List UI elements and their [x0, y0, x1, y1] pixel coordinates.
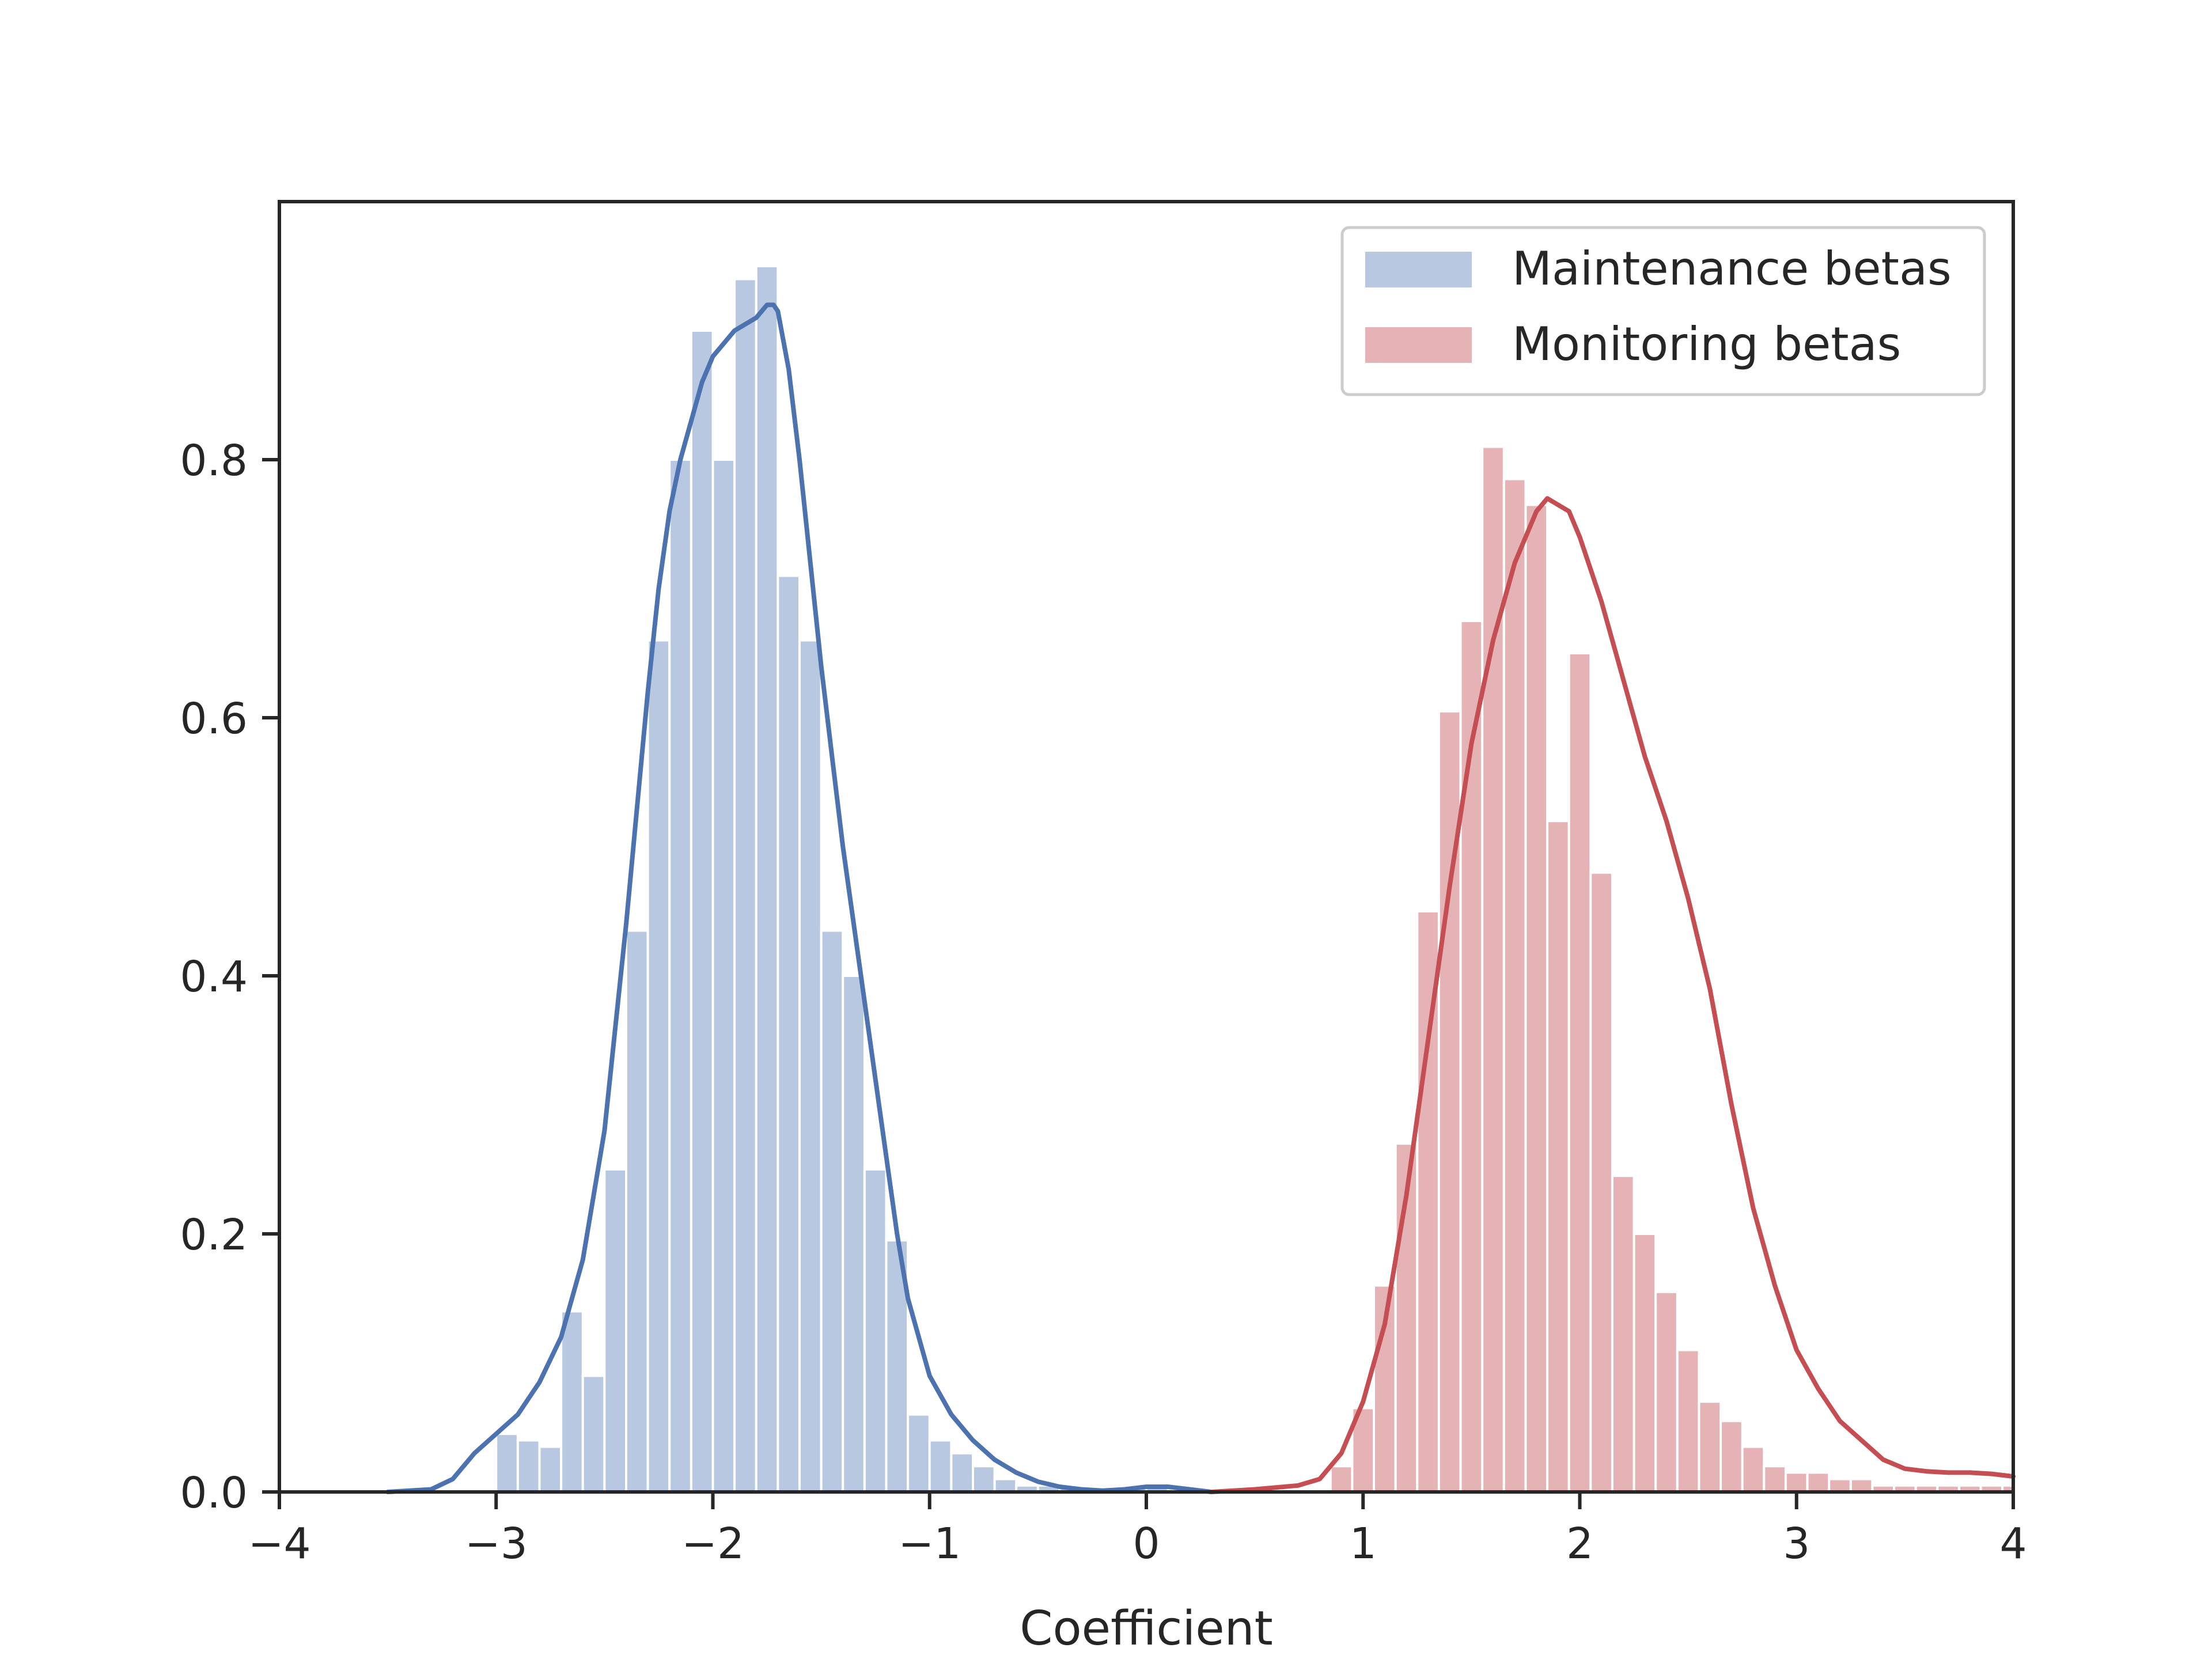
histogram-bar-monitoring [1481, 445, 1505, 1493]
histogram-bar-maintenance [820, 929, 844, 1493]
histogram-bar-maintenance [668, 459, 692, 1493]
histogram-bar-maintenance [581, 1374, 606, 1493]
histogram-bar-maintenance [733, 278, 757, 1494]
histogram-bar-monitoring [1676, 1349, 1700, 1494]
histogram-bar-monitoring [1698, 1400, 1722, 1493]
histogram-bar-monitoring [1828, 1478, 1852, 1494]
histogram-bar-maintenance [603, 1168, 627, 1493]
histogram-bar-maintenance [798, 639, 823, 1493]
y-tick-label: 0.6 [180, 694, 248, 744]
histogram-bar-monitoring [1546, 820, 1570, 1493]
histogram-bar-maintenance [777, 574, 801, 1493]
histogram-bar-monitoring [1654, 1290, 1679, 1494]
x-tick-label: 0 [1132, 1519, 1160, 1569]
x-tick-label: −3 [465, 1519, 528, 1569]
histogram-bar-maintenance [863, 1168, 888, 1493]
histogram-bar-maintenance [516, 1439, 541, 1493]
legend-label-monitoring: Monitoring betas [1512, 317, 1901, 371]
y-tick-label: 0.0 [180, 1468, 248, 1518]
x-axis: −4 −3 −2 −1 0 1 2 3 4 [248, 1492, 2027, 1569]
histogram-bar-monitoring [1784, 1471, 1809, 1493]
histogram-bar-maintenance [755, 265, 779, 1493]
x-tick-label: 1 [1350, 1519, 1377, 1569]
legend-label-maintenance: Maintenance betas [1512, 242, 1952, 296]
kde-line-monitoring [1209, 496, 2016, 1494]
histogram-bar-monitoring [1763, 1465, 1787, 1493]
x-tick-label: 2 [1566, 1519, 1593, 1569]
histogram-bar-monitoring [1741, 1445, 1766, 1494]
histogram-bar-monitoring [1416, 910, 1440, 1493]
x-tick-label: −4 [248, 1519, 310, 1569]
histogram-bar-maintenance [993, 1478, 1018, 1494]
legend-swatch-monitoring [1365, 327, 1472, 363]
histogram-bar-maintenance [495, 1433, 519, 1493]
histogram-bar-maintenance [538, 1445, 563, 1494]
histogram-bar-monitoring [1589, 871, 1613, 1493]
legend: Maintenance betas Monitoring betas [1340, 226, 1986, 396]
kde-line-maintenance [385, 302, 1214, 1494]
histogram-bar-monitoring [1719, 1419, 1744, 1494]
histogram-bar-maintenance [907, 1413, 931, 1494]
histogram-bar-maintenance [950, 1452, 974, 1494]
histogram-bar-monitoring [1502, 478, 1527, 1493]
histogram-bar-monitoring [1849, 1478, 1874, 1494]
y-tick-label: 0.2 [180, 1210, 248, 1260]
histogram-bar-monitoring [1329, 1465, 1354, 1493]
legend-swatch-maintenance [1365, 252, 1472, 287]
y-tick-label: 0.8 [180, 436, 248, 486]
histogram-bar-maintenance [972, 1465, 996, 1493]
histogram-bar-monitoring [1611, 1175, 1635, 1493]
histogram-bar-maintenance [560, 1310, 584, 1493]
histogram-bar-maintenance [690, 329, 714, 1493]
histogram-bar-maintenance [625, 929, 649, 1493]
histogram-bar-maintenance [711, 459, 736, 1493]
x-axis-label: Coefficient [1020, 1601, 1273, 1656]
x-tick-label: −2 [681, 1519, 744, 1569]
histogram-bar-maintenance [842, 975, 866, 1493]
histogram-bar-monitoring [1524, 503, 1549, 1493]
histogram-bar-monitoring [1806, 1471, 1831, 1493]
histogram-bar-monitoring [1567, 652, 1592, 1493]
kde-lines [385, 302, 2016, 1494]
y-axis: 0.0 0.2 0.4 0.6 0.8 [180, 436, 279, 1518]
x-tick-label: 3 [1783, 1519, 1810, 1569]
histogram-bar-maintenance [646, 639, 671, 1493]
legend-frame [1340, 226, 1986, 396]
x-tick-label: −1 [898, 1519, 961, 1569]
histogram-bar-maintenance [928, 1439, 953, 1493]
histogram-bar-monitoring [1633, 1233, 1657, 1493]
y-tick-label: 0.4 [180, 952, 248, 1002]
x-tick-label: 4 [1999, 1519, 2027, 1569]
